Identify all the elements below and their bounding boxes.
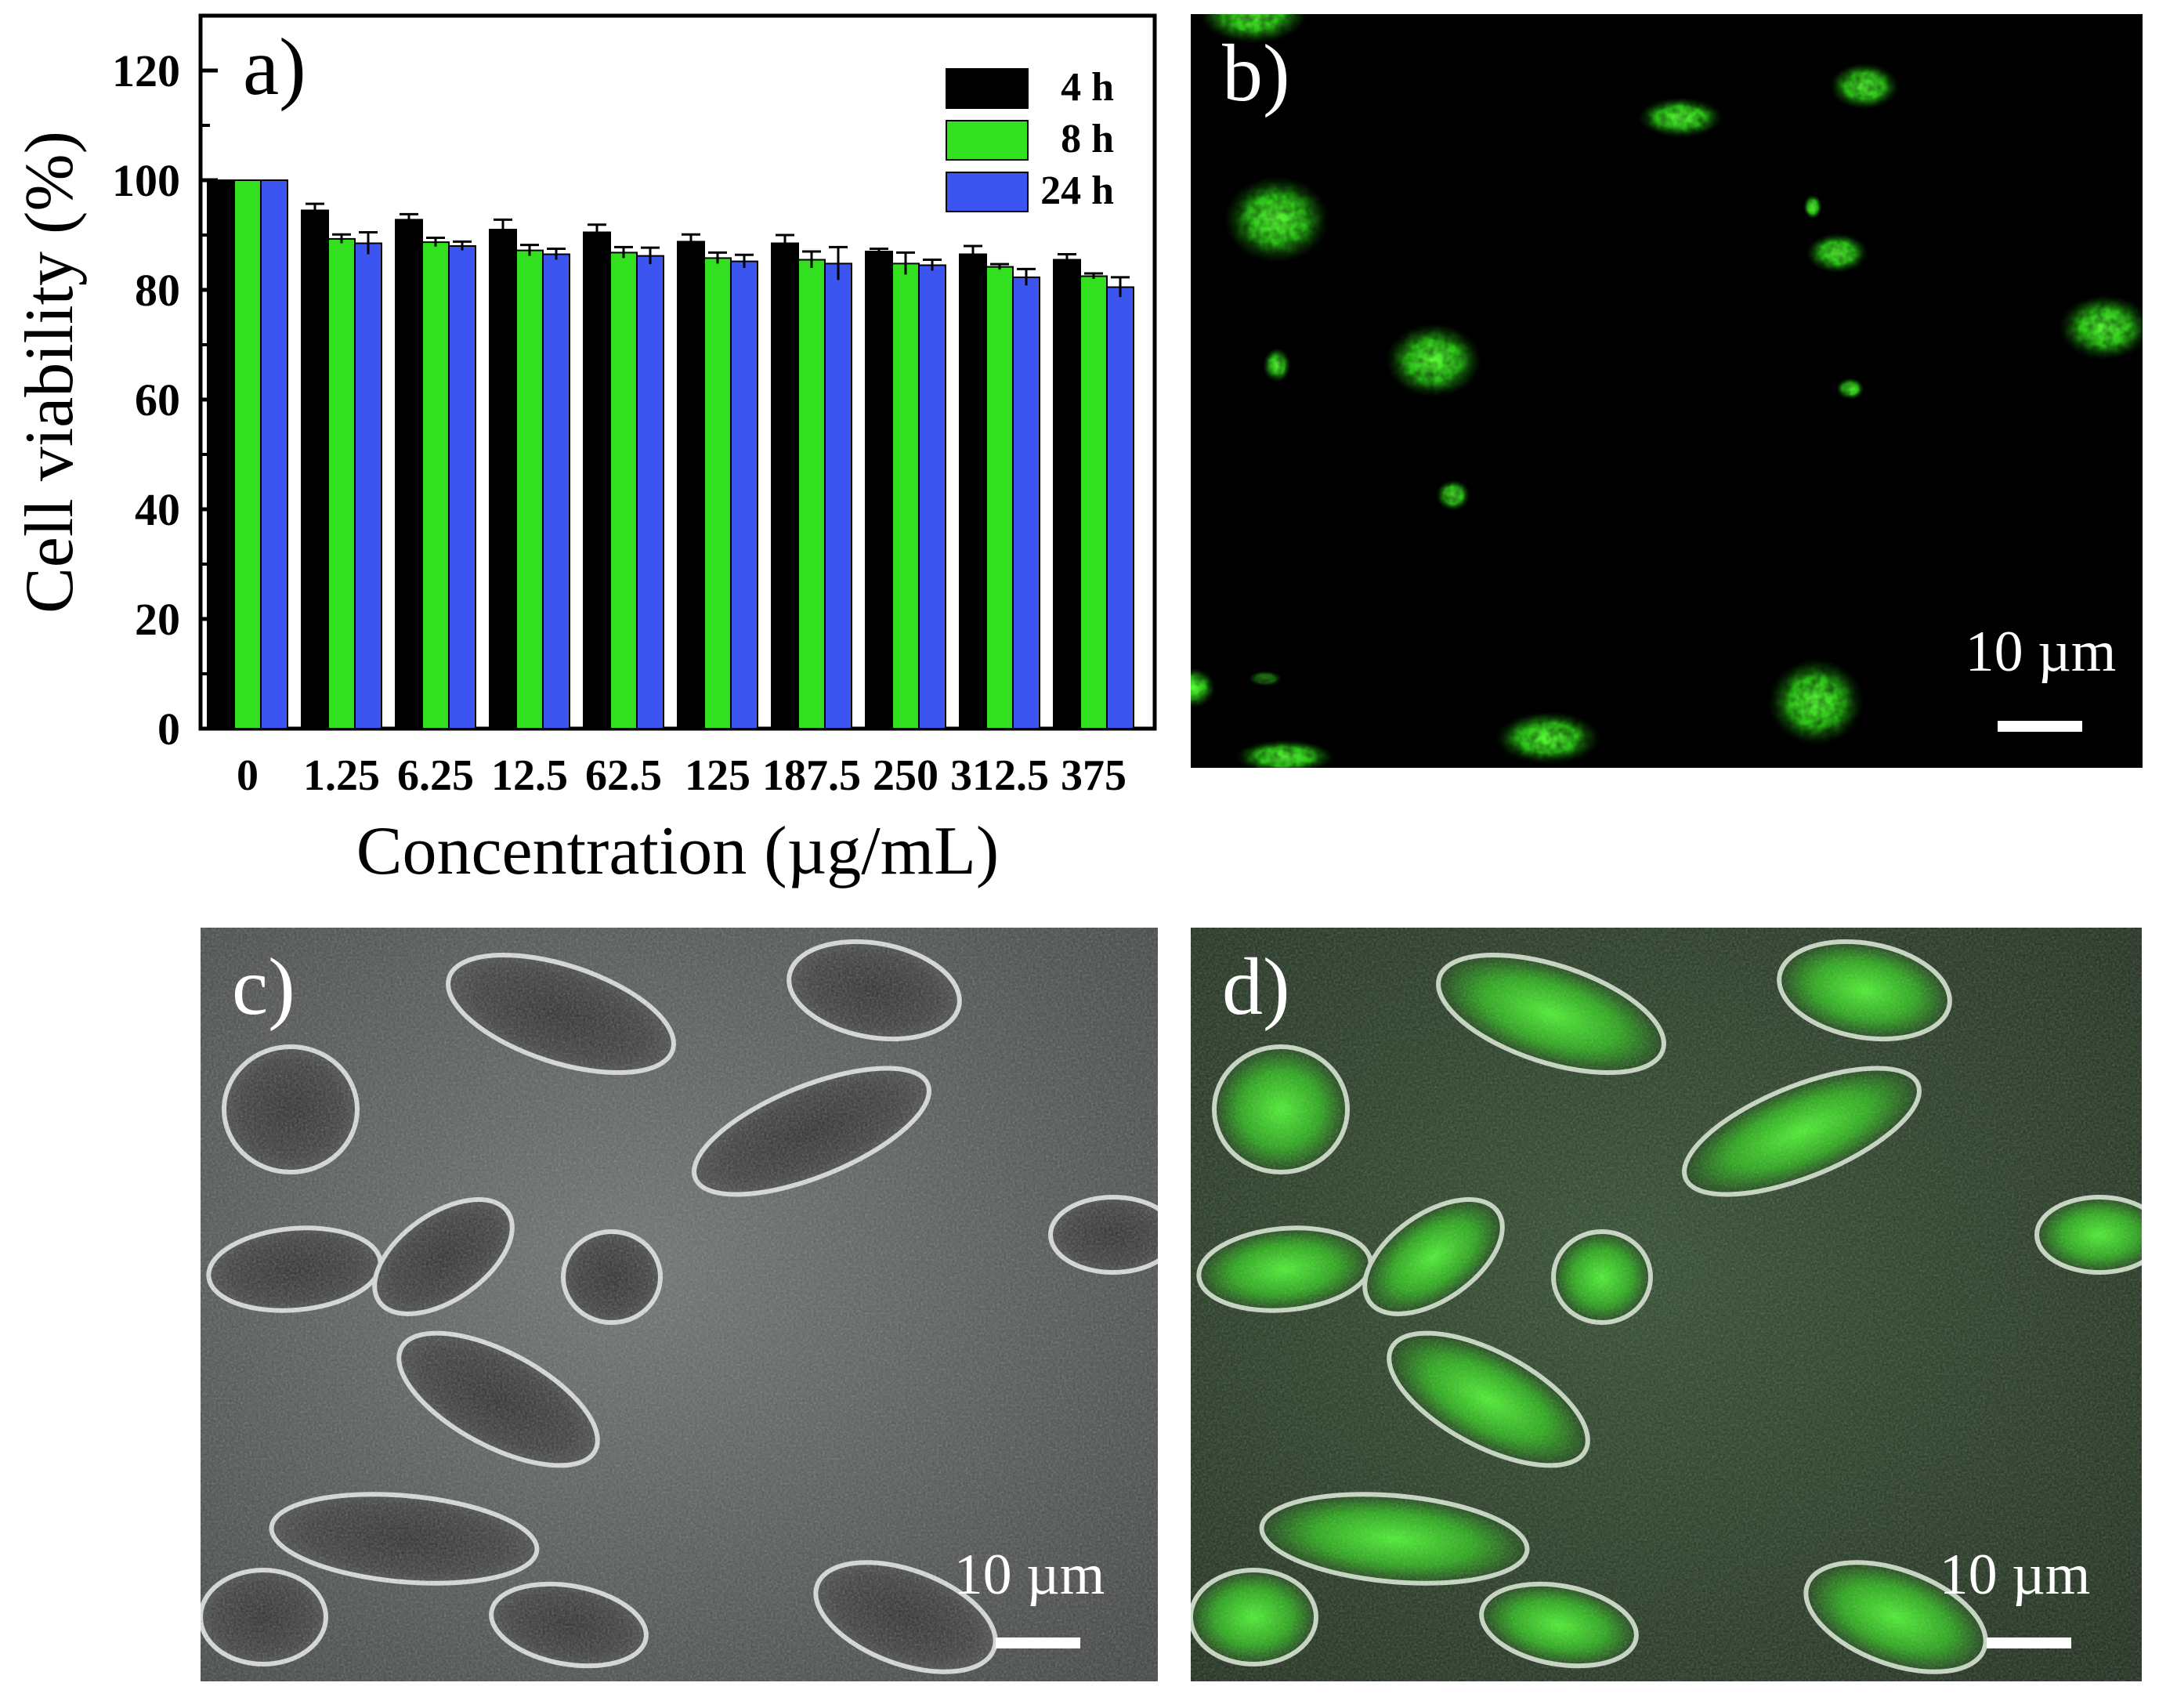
image-b-scale-label: 10 µm <box>1966 620 2117 684</box>
legend-swatch <box>946 68 1029 109</box>
bar <box>824 262 852 729</box>
viability-chart-panel: 0 20 40 60 80 100 120 0 1.25 6.25 12.5 62.5 125 187.5… <box>0 0 1175 909</box>
bar <box>421 241 450 730</box>
image-b-scale-bar <box>1998 721 2082 732</box>
y-tick-label: 40 <box>135 484 180 535</box>
image-c-scale-bar <box>996 1637 1080 1648</box>
bar <box>703 257 732 729</box>
bar <box>1053 259 1081 729</box>
image-c-scale-label: 10 µm <box>954 1543 1105 1607</box>
bar <box>260 179 288 729</box>
legend-swatch <box>946 120 1029 161</box>
y-tick-label: 80 <box>135 265 180 316</box>
x-axis-label: Concentration (µg/mL) <box>356 813 1000 889</box>
bar-chart: 0 20 40 60 80 100 120 0 1.25 6.25 12.5 62.5 125 187.5… <box>12 13 1157 889</box>
x-tick-label: 1.25 <box>303 751 380 800</box>
y-tick-label: 120 <box>112 45 180 96</box>
x-tick-label: 375 <box>1061 751 1127 800</box>
brightfield-image-panel: c) 10 µm <box>201 928 1158 1681</box>
bar <box>891 262 920 729</box>
bar <box>515 249 544 730</box>
bar <box>233 179 262 729</box>
bar <box>918 264 946 729</box>
legend-label: 8 h <box>1061 117 1114 161</box>
image-b-panel-label: b) <box>1222 28 1290 118</box>
x-tick-label: 12.5 <box>491 751 568 800</box>
x-tick-label: 312.5 <box>950 751 1049 800</box>
legend-swatch <box>946 172 1029 212</box>
brightfield-image: c) 10 µm <box>201 928 1158 1681</box>
image-d-panel-label: d) <box>1222 942 1290 1032</box>
bar <box>959 253 987 729</box>
bar <box>771 242 799 729</box>
y-tick-label: 0 <box>157 704 180 754</box>
y-tick-label: 100 <box>112 155 180 206</box>
bar <box>797 259 826 729</box>
bars <box>207 179 1134 730</box>
image-d-scale-label: 10 µm <box>1940 1543 2091 1607</box>
bar <box>677 241 705 729</box>
bar <box>1012 276 1040 729</box>
bar <box>1080 275 1108 729</box>
bar <box>583 231 611 729</box>
bar <box>354 242 382 729</box>
bar <box>489 229 517 729</box>
fluorescence-image-panel: b) 10 µm <box>1191 14 2143 768</box>
bar <box>1106 286 1134 729</box>
x-tick-label: 62.5 <box>585 751 662 800</box>
y-axis-label: Cell viability (%) <box>12 131 88 613</box>
x-tick-label: 187.5 <box>762 751 861 800</box>
legend: 4 h 8 h 24 h <box>946 65 1114 213</box>
legend-label: 4 h <box>1061 65 1114 110</box>
bar <box>730 260 758 730</box>
legend-label: 24 h <box>1040 168 1114 213</box>
y-tick-label: 20 <box>135 594 180 645</box>
bar <box>865 251 893 729</box>
x-tick-label: 125 <box>685 751 750 800</box>
bar <box>301 209 329 729</box>
bar <box>636 255 664 730</box>
image-c-panel-label: c) <box>232 942 295 1032</box>
bar <box>207 179 235 729</box>
image-d-scale-bar <box>1987 1637 2071 1648</box>
bar <box>985 266 1014 730</box>
fluorescence-image: b) 10 µm <box>1191 14 2143 768</box>
bar <box>448 245 476 729</box>
x-tick-label: 6.25 <box>397 751 474 800</box>
bar <box>542 253 570 729</box>
bar <box>609 251 638 729</box>
x-tick-label: 250 <box>873 751 938 800</box>
y-tick-label: 60 <box>135 375 180 425</box>
x-tick-label: 0 <box>237 751 259 800</box>
axis-ticks: 0 20 40 60 80 100 120 0 1.25 6.25 12.5 62.5 125 187.5… <box>112 45 1127 800</box>
bar <box>327 237 356 729</box>
chart-panel-label: a) <box>243 22 306 112</box>
merged-image: d) 10 µm <box>1191 928 2142 1681</box>
merged-image-panel: d) 10 µm <box>1191 928 2142 1681</box>
bar <box>395 219 423 729</box>
